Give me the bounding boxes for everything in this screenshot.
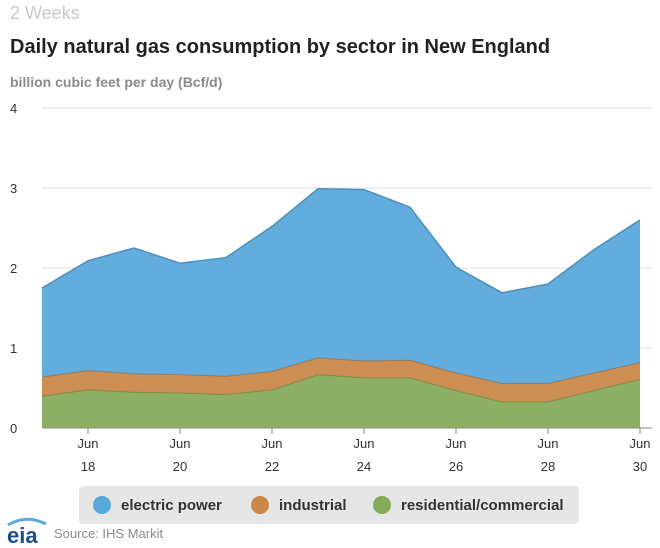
y-tick-label: 0 (10, 421, 17, 436)
x-tick-label-day: 24 (357, 459, 371, 474)
y-axis-ticks: 0 1 2 3 4 (10, 101, 17, 436)
y-tick-label: 2 (10, 261, 17, 276)
legend-swatch-electric-power (93, 496, 111, 514)
legend-swatch-industrial (251, 496, 269, 514)
legend-label: residential/commercial (401, 496, 564, 514)
x-tick-label-month: Jun (446, 436, 467, 451)
y-tick-label: 4 (10, 101, 17, 116)
x-tick-label-day: 28 (541, 459, 555, 474)
legend-swatch-residential-commercial (373, 496, 391, 514)
x-tick-label-day: 20 (173, 459, 187, 474)
logo-arc-icon (7, 517, 47, 527)
x-tick-label-day: 26 (449, 459, 463, 474)
x-tick-label-day: 22 (265, 459, 279, 474)
x-tick-label-month: Jun (262, 436, 283, 451)
x-tick-label-month: Jun (78, 436, 99, 451)
eia-logo[interactable]: eia (6, 516, 50, 546)
period-label: 2 Weeks (10, 3, 80, 23)
x-axis-ticks: Jun 18 Jun 20 Jun 22 Jun 24 Jun 26 Jun 28 Jun 30 (78, 428, 651, 474)
series-line-electric-power (41, 188, 641, 294)
source-note: Source: IHS Markit (54, 526, 164, 541)
x-tick-label-month: Jun (170, 436, 191, 451)
y-tick-label: 3 (10, 181, 17, 196)
legend-label: electric power (121, 496, 222, 514)
area-industrial[interactable] (42, 357, 640, 402)
legend-label: industrial (279, 496, 347, 514)
area-electric-power[interactable] (42, 188, 640, 384)
legend-item-residential-commercial[interactable]: residential/commercial (373, 486, 564, 524)
x-tick-label-month: Jun (354, 436, 375, 451)
x-tick-label-month: Jun (538, 436, 559, 451)
x-tick-label-month: Jun (630, 436, 651, 451)
stacked-areas (41, 188, 641, 428)
y-tick-label: 1 (10, 341, 17, 356)
legend-item-electric-power[interactable]: electric power (93, 486, 222, 524)
x-tick-label-day: 18 (81, 459, 95, 474)
legend: electric power industrial residential/co… (79, 486, 579, 524)
chart-title: Daily natural gas consumption by sector … (10, 36, 551, 58)
x-tick-label-day: 30 (633, 459, 647, 474)
y-axis-units: billion cubic feet per day (Bcf/d) (10, 74, 223, 90)
legend-item-industrial[interactable]: industrial (251, 486, 347, 524)
logo-text: eia (7, 523, 38, 546)
area-residential-commercial[interactable] (42, 374, 640, 428)
